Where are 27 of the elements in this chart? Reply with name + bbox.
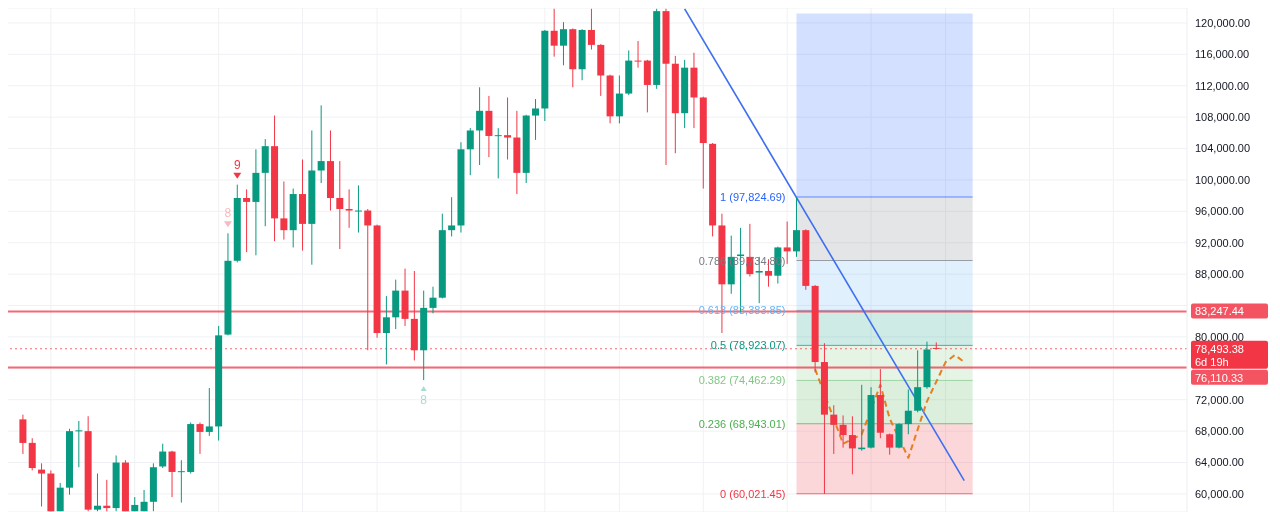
- y-tick-label: 92,000.00: [1195, 236, 1244, 249]
- text: 6d 19h: [1195, 355, 1229, 368]
- band-label: 0.236 (68,943.01): [698, 417, 786, 430]
- y-tick-label: 120,000.00: [1195, 16, 1251, 29]
- y-tick-label: 72,000.00: [1195, 393, 1244, 406]
- annotation: 9: [233, 157, 241, 172]
- y-tick-label: 112,000.00: [1195, 79, 1250, 92]
- band-label: 0.618 (83,383.85): [698, 304, 786, 317]
- y-tick-label: 104,000.00: [1195, 142, 1251, 155]
- band-label: 0.382 (74,462.29): [698, 374, 786, 387]
- y-tick-label: 80,000.00: [1195, 330, 1244, 343]
- y-tick-label: 116,000.00: [1195, 48, 1250, 61]
- annotation: 8: [224, 206, 232, 221]
- annotation: 8: [420, 393, 428, 408]
- ref-line-label: 76,110.33: [1195, 371, 1244, 384]
- y-tick-label: 96,000.00: [1195, 205, 1244, 218]
- y-tick-label: 108,000.00: [1195, 111, 1251, 124]
- band-label: 1 (97,824.69): [720, 191, 786, 203]
- y-tick-label: 88,000.00: [1195, 268, 1244, 281]
- ref-line-label: 78,493.38: [1195, 342, 1244, 355]
- band-label: 0.5 (78,923.07): [710, 339, 786, 352]
- y-tick-label: 68,000.00: [1195, 425, 1244, 438]
- band-label: 0 (60,021.45): [720, 487, 786, 500]
- y-tick-label: 100,000.00: [1195, 173, 1251, 186]
- y-tick-label: 64,000.00: [1195, 456, 1244, 469]
- ref-line-label: 83,247.44: [1195, 305, 1244, 318]
- y-tick-label: 60,000.00: [1195, 487, 1244, 500]
